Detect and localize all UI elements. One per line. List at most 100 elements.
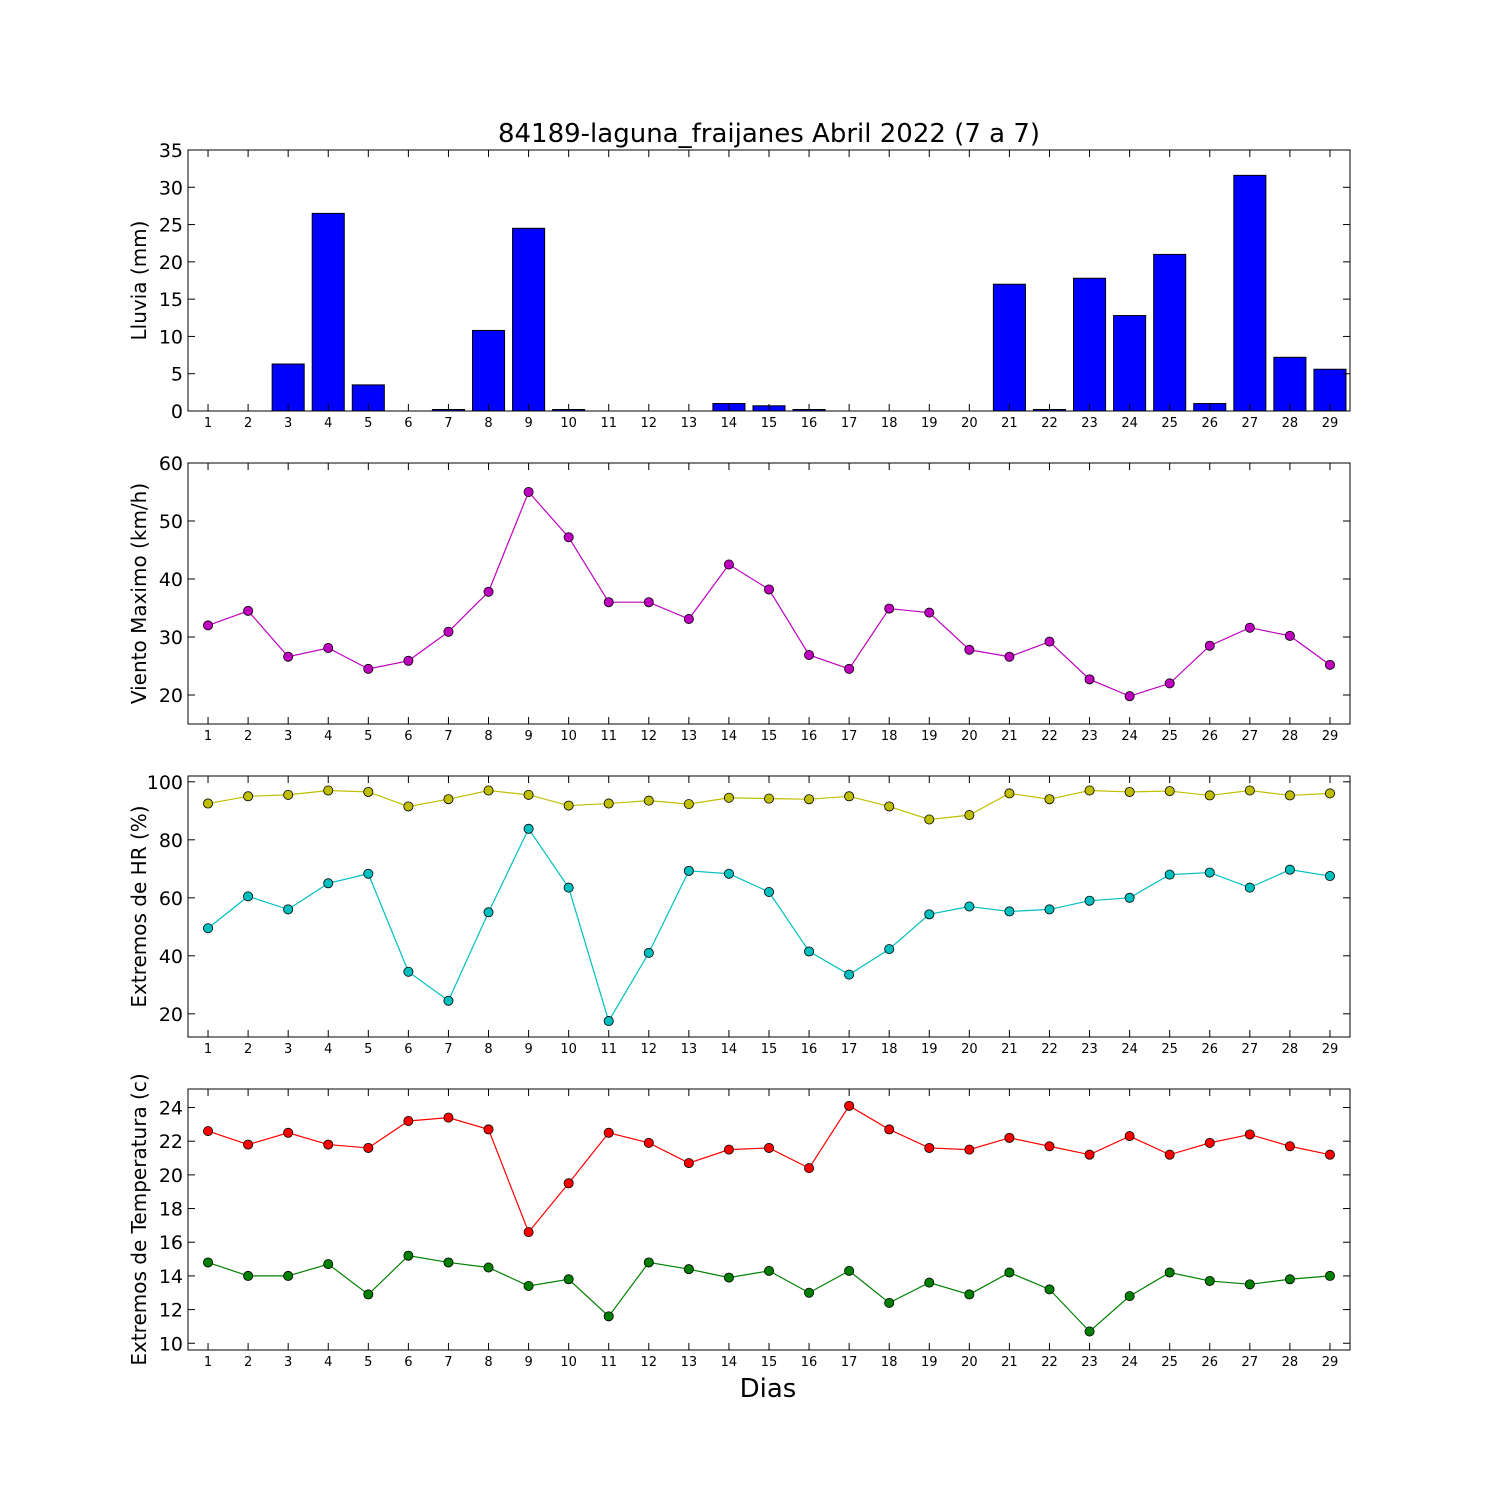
series-2-point-day-28	[1284, 864, 1295, 875]
series-1-point-day-28	[1284, 790, 1295, 801]
series-2-point-day-28	[1284, 1274, 1295, 1285]
y-axis-label: Lluvia (mm)	[127, 221, 151, 341]
series-1-point-day-10	[563, 800, 574, 811]
x-tick-label: 19	[921, 729, 938, 744]
series-2-point-day-2	[243, 891, 254, 902]
x-tick-label: 9	[524, 729, 532, 744]
series-2-point-day-25	[1164, 1267, 1175, 1278]
series-1-point-day-21	[1004, 651, 1015, 662]
series-1-point-day-13	[683, 614, 694, 625]
x-tick-label: 24	[1121, 1042, 1138, 1057]
series-2-point-day-21	[1004, 1267, 1015, 1278]
series-1-point-day-29	[1324, 659, 1335, 670]
x-tick-label: 17	[841, 729, 858, 744]
x-tick-label: 28	[1282, 1042, 1299, 1057]
series-1-point-day-3	[283, 1127, 294, 1138]
bar-day-3	[271, 363, 305, 412]
x-tick-label: 17	[841, 1355, 858, 1370]
x-tick-label: 13	[681, 729, 698, 744]
series-1-point-day-12	[643, 795, 654, 806]
series-1-point-day-11	[603, 798, 614, 809]
series-1-point-day-18	[884, 1124, 895, 1135]
series-1-point-day-20	[964, 644, 975, 655]
series-1-point-day-26	[1204, 790, 1215, 801]
series-2-point-day-18	[884, 944, 895, 955]
x-tick-label: 6	[404, 1355, 412, 1370]
x-tick-label: 29	[1322, 1355, 1339, 1370]
series-1-point-day-11	[603, 1127, 614, 1138]
y-tick-label: 22	[159, 1131, 183, 1153]
x-tick-label: 2	[244, 416, 252, 431]
bar-day-4	[311, 212, 345, 412]
series-1-point-day-3	[283, 789, 294, 800]
x-tick-label: 3	[284, 729, 292, 744]
x-tick-label: 3	[284, 1042, 292, 1057]
bar-day-9	[512, 227, 546, 412]
x-tick-label: 24	[1121, 416, 1138, 431]
x-tick-label: 14	[721, 416, 738, 431]
x-tick-label: 29	[1322, 1042, 1339, 1057]
x-tick-label: 14	[721, 729, 738, 744]
x-tick-label: 22	[1041, 1042, 1058, 1057]
series-1-point-day-6	[403, 801, 414, 812]
series-1-point-day-25	[1164, 786, 1175, 797]
x-tick-label: 9	[524, 1355, 532, 1370]
x-tick-label: 8	[484, 416, 492, 431]
series-2-point-day-23	[1084, 895, 1095, 906]
x-tick-label: 1	[204, 1042, 212, 1057]
series-2-point-day-17	[844, 1265, 855, 1276]
y-tick-label: 60	[159, 453, 183, 475]
x-tick-label: 9	[524, 416, 532, 431]
series-1-point-day-9	[523, 789, 534, 800]
series-2-point-day-15	[764, 1265, 775, 1276]
x-tick-label: 7	[444, 729, 452, 744]
x-tick-label: 13	[681, 1355, 698, 1370]
series-1-point-day-15	[764, 1142, 775, 1153]
series-1-point-day-12	[643, 1137, 654, 1148]
x-tick-label: 22	[1041, 1355, 1058, 1370]
series-1-point-day-20	[964, 1144, 975, 1155]
series-1-point-day-2	[243, 1139, 254, 1150]
series-1-point-day-4	[323, 1139, 334, 1150]
series-1-point-day-18	[884, 603, 895, 614]
series-2-point-day-19	[924, 909, 935, 920]
x-tick-label: 16	[801, 1042, 818, 1057]
series-1-point-day-6	[403, 655, 414, 666]
series-1-point-day-18	[884, 801, 895, 812]
x-tick-label: 24	[1121, 729, 1138, 744]
x-tick-label: 17	[841, 416, 858, 431]
x-tick-label: 4	[324, 729, 332, 744]
x-tick-label: 13	[681, 416, 698, 431]
x-tick-label: 4	[324, 1042, 332, 1057]
series-2-point-day-29	[1324, 1270, 1335, 1281]
x-tick-label: 23	[1081, 729, 1098, 744]
series-1-point-day-1	[203, 620, 214, 631]
series-2-point-day-10	[563, 882, 574, 893]
x-tick-label: 25	[1161, 416, 1178, 431]
x-tick-label: 27	[1242, 1355, 1259, 1370]
series-2-point-day-9	[523, 1281, 534, 1292]
series-1-point-day-8	[483, 785, 494, 796]
x-tick-label: 26	[1201, 1042, 1218, 1057]
y-tick-label: 50	[159, 511, 183, 533]
y-tick-label: 20	[159, 252, 183, 274]
series-2-point-day-24	[1124, 892, 1135, 903]
x-tick-label: 18	[881, 1042, 898, 1057]
bar-day-8	[471, 329, 506, 412]
series-2-point-day-20	[964, 1289, 975, 1300]
series-2-point-day-20	[964, 901, 975, 912]
x-tick-label: 21	[1001, 416, 1018, 431]
x-tick-label: 5	[364, 416, 372, 431]
series-2-point-day-13	[683, 1264, 694, 1275]
series-2-point-day-12	[643, 947, 654, 958]
x-tick-label: 28	[1282, 1355, 1299, 1370]
y-tick-label: 100	[147, 772, 183, 794]
x-tick-label: 5	[364, 1355, 372, 1370]
series-2-point-day-11	[603, 1016, 614, 1027]
x-tick-label: 12	[641, 416, 658, 431]
